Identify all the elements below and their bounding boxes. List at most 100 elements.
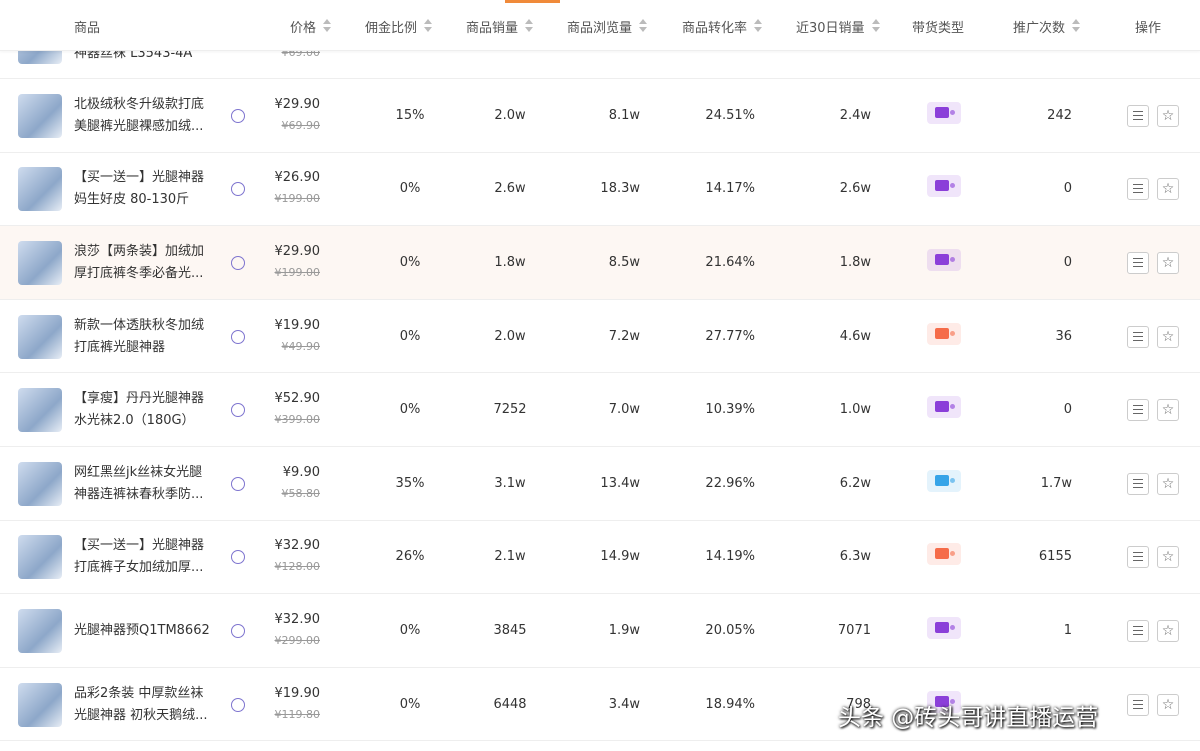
promotion-count: 242	[1047, 107, 1072, 123]
table-row[interactable]: 北极绒秋冬升级款打底 美腿裤光腿裸感加绒... ¥29.90 ¥69.90 15% 2.0…	[0, 79, 1200, 153]
favorite-button[interactable]: ☆	[1157, 399, 1179, 422]
detail-button[interactable]	[1127, 546, 1149, 569]
product-image	[18, 682, 62, 727]
product-image	[18, 314, 62, 359]
live-type-dot	[950, 698, 955, 704]
detail-button[interactable]	[1127, 178, 1149, 201]
conversion: 18.94%	[705, 696, 755, 712]
sort-down-icon[interactable]	[424, 27, 433, 32]
live-type-icon	[927, 396, 961, 419]
commission: 0%	[399, 181, 421, 197]
table-row[interactable]: 品彩2条装 中厚款丝袜 光腿神器 初秋天鹅绒... ¥19.90 ¥119.80 0% 6…	[0, 668, 1200, 742]
commission: 15%	[395, 107, 425, 123]
table-row[interactable]: 【买一送一】光腿神器 妈生好皮 80-130斤 ¥26.90 ¥199.00 0% 2.6…	[0, 153, 1200, 227]
conversion: 10.39%	[705, 402, 755, 418]
conversion: 22.96%	[705, 475, 755, 491]
sort-up-icon[interactable]	[639, 19, 648, 24]
favorite-button[interactable]: ☆	[1157, 472, 1179, 495]
sales-30d: 2.4w	[839, 107, 871, 123]
commission: 0%	[399, 402, 421, 418]
table-row[interactable]: 光腿神器预Q1TM8662 ¥32.90 ¥299.00 0% 3845 1.9w 20.0…	[0, 594, 1200, 668]
sort-up-icon[interactable]	[525, 19, 534, 24]
sort-up-icon[interactable]	[871, 19, 880, 24]
sort-down-icon[interactable]	[1072, 27, 1081, 32]
detail-button[interactable]	[1127, 399, 1149, 422]
sort-up-icon[interactable]	[424, 19, 433, 24]
column-header[interactable]: 佣金比例	[365, 21, 418, 36]
list-glyph-line	[1133, 556, 1143, 558]
table-row[interactable]: 网红黑丝jk丝袜女光腿 神器连裤袜春秋季防... ¥9.90 ¥58.80 35% 3.1…	[0, 447, 1200, 521]
lock-icon	[231, 550, 245, 565]
live-type-dot	[950, 256, 955, 262]
column-header[interactable]: 商品浏览量	[567, 21, 633, 36]
favorite-button[interactable]: ☆	[1157, 178, 1179, 201]
detail-button[interactable]	[1127, 693, 1149, 716]
column-header: 带货类型	[912, 21, 965, 36]
original-price: ¥128.00	[274, 560, 321, 574]
column-header[interactable]: 商品销量	[466, 21, 519, 36]
detail-button[interactable]	[1127, 472, 1149, 495]
views: 8.1w	[608, 107, 640, 123]
sort-up-icon[interactable]	[754, 19, 763, 24]
list-glyph-line	[1133, 633, 1143, 635]
views: 8.5w	[608, 254, 640, 270]
product-name: 水光袜2.0（180G）	[74, 413, 195, 429]
conversion: 14.19%	[705, 549, 755, 565]
list-glyph-line	[1133, 625, 1143, 627]
product-name: 新款一体透肤秋冬加绒	[74, 317, 205, 333]
list-glyph-line	[1133, 335, 1143, 337]
sales-30d: 2.6w	[839, 181, 871, 197]
original-price: ¥58.80	[281, 486, 321, 500]
promotion-count: 0	[1063, 254, 1072, 270]
list-glyph-line	[1133, 110, 1143, 112]
lock-icon	[231, 108, 245, 123]
list-glyph-line	[1133, 188, 1143, 190]
sales-30d: 6.2w	[839, 475, 871, 491]
favorite-button[interactable]: ☆	[1157, 325, 1179, 348]
promotion-count: 1.7w	[1040, 475, 1072, 491]
list-glyph-line	[1133, 114, 1143, 116]
favorite-button[interactable]: ☆	[1157, 546, 1179, 569]
table-row[interactable]: 浪莎【两条装】加绒加 厚打底裤冬季必备光... ¥29.90 ¥199.00 0% 1.8…	[0, 226, 1200, 300]
sort-up-icon[interactable]	[1072, 19, 1081, 24]
favorite-button[interactable]: ☆	[1157, 251, 1179, 274]
favorite-button[interactable]: ☆	[1157, 619, 1179, 642]
table-row[interactable]: 【享瘦】丹丹光腿神器 水光袜2.0（180G） ¥52.90 ¥399.00 0% 725…	[0, 373, 1200, 447]
column-header[interactable]: 价格	[290, 21, 317, 36]
detail-button[interactable]	[1127, 325, 1149, 348]
column-header[interactable]: 近30日销量	[796, 21, 865, 36]
live-type-glyph	[935, 253, 949, 265]
favorite-button[interactable]: ☆	[1157, 104, 1179, 127]
sort-down-icon[interactable]	[639, 27, 648, 32]
list-glyph-line	[1133, 339, 1143, 341]
price: ¥32.90	[274, 611, 321, 627]
price: ¥26.90	[274, 170, 321, 186]
table-row[interactable]: 【买一送一】光腿神器 打底裤子女加绒加厚... ¥32.90 ¥128.00 26% 2.…	[0, 521, 1200, 595]
original-price: ¥399.00	[274, 413, 321, 427]
column-header[interactable]: 商品转化率	[682, 21, 748, 36]
sort-down-icon[interactable]	[525, 27, 534, 32]
favorite-button[interactable]: ☆	[1157, 693, 1179, 716]
conversion: 24.51%	[705, 107, 755, 123]
live-type-icon	[927, 322, 961, 345]
table-row[interactable]: 新款一体透肤秋冬加绒 打底裤光腿神器 ¥19.90 ¥49.90 0% 2.0w 7.2w 2…	[0, 300, 1200, 374]
lock-icon	[231, 476, 245, 491]
detail-button[interactable]	[1127, 619, 1149, 642]
sort-down-icon[interactable]	[871, 27, 880, 32]
sort-up-icon[interactable]	[323, 19, 332, 24]
price: ¥9.90	[282, 464, 320, 480]
live-type-icon	[927, 690, 961, 713]
price: ¥52.90	[274, 391, 321, 407]
list-glyph-line	[1133, 703, 1143, 705]
column-header[interactable]: 推广次数	[1013, 21, 1066, 36]
sales-30d: 798	[846, 696, 871, 712]
sales: 6448	[493, 696, 527, 712]
original-price: ¥119.80	[274, 707, 321, 721]
sort-down-icon[interactable]	[754, 27, 763, 32]
commission: 26%	[395, 549, 425, 565]
detail-button[interactable]	[1127, 251, 1149, 274]
original-price: ¥69.90	[281, 118, 321, 132]
sort-down-icon[interactable]	[323, 27, 332, 32]
views: 13.4w	[600, 475, 640, 491]
detail-button[interactable]	[1127, 104, 1149, 127]
